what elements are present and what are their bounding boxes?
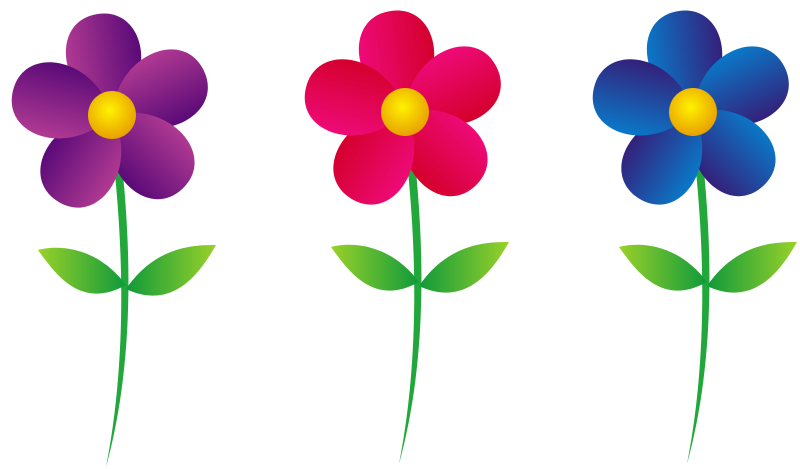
leaf-left <box>331 244 419 291</box>
stem <box>106 115 129 467</box>
petal <box>693 46 789 126</box>
stem <box>687 112 710 464</box>
petal <box>304 59 405 136</box>
flower-center <box>88 91 136 139</box>
petal <box>401 109 488 197</box>
petal <box>592 59 693 136</box>
flower-center <box>381 88 429 136</box>
leaf-right <box>707 242 797 293</box>
flower-center <box>669 88 717 136</box>
blue-flower <box>592 10 797 464</box>
leaf-right <box>126 245 216 296</box>
petal <box>11 62 112 139</box>
leaf-left <box>38 247 126 294</box>
petal <box>112 49 208 129</box>
petal <box>108 112 195 200</box>
leaf-right <box>419 242 509 293</box>
pink-flower <box>304 10 509 464</box>
leaf-left <box>619 244 707 291</box>
petal <box>405 46 501 126</box>
stem <box>399 112 422 464</box>
purple-flower <box>11 13 216 467</box>
petal <box>689 109 776 197</box>
